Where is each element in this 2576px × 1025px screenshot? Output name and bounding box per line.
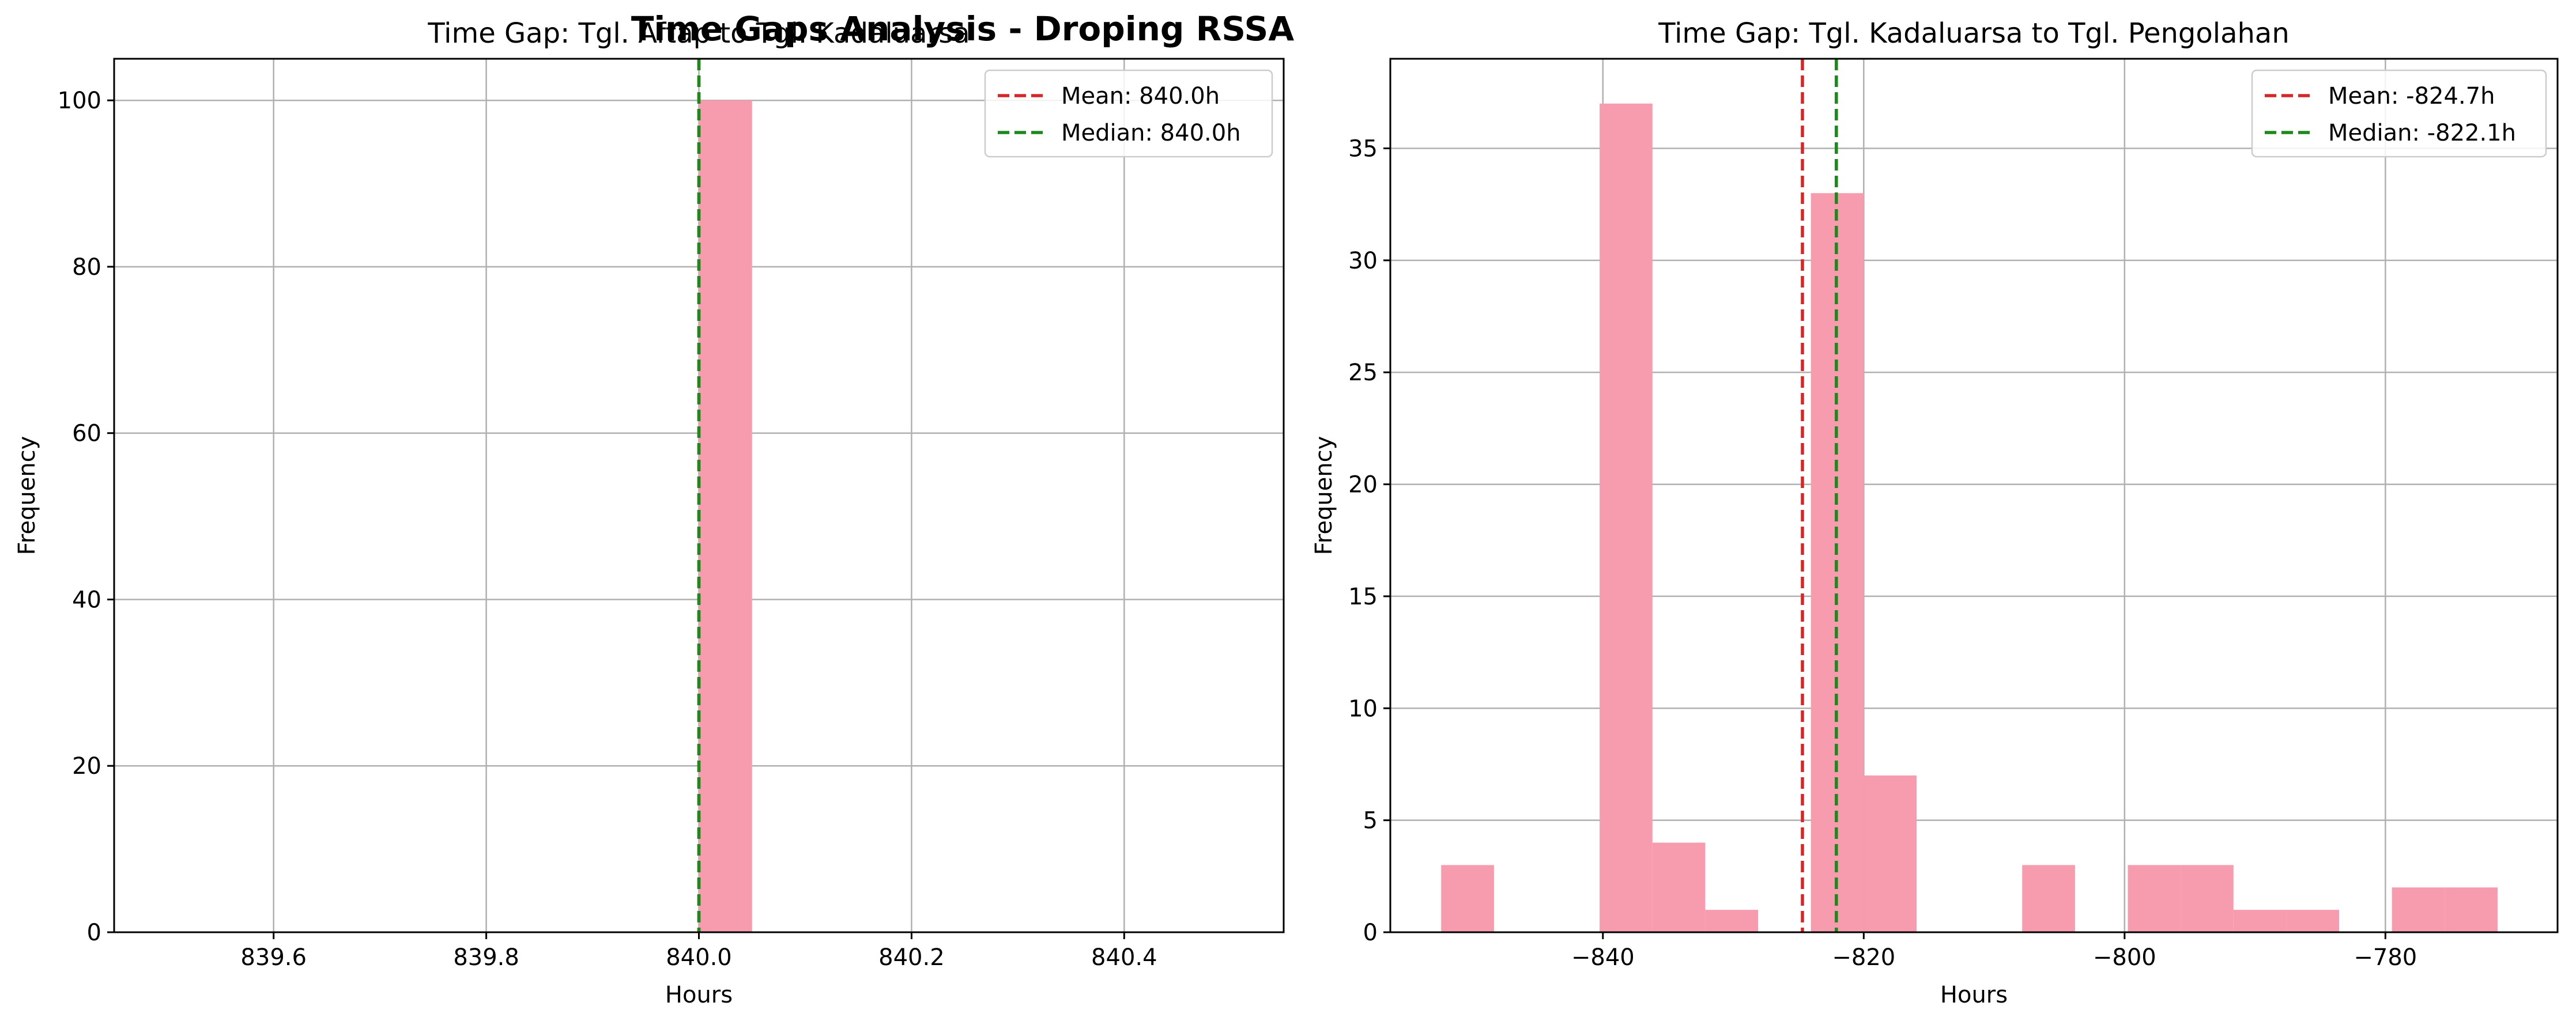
x-tick-label: −820 <box>1832 944 1895 971</box>
histogram-bar <box>2181 865 2234 932</box>
x-tick-label: 839.8 <box>453 944 519 971</box>
y-tick-label: 0 <box>87 920 101 946</box>
histogram-bar <box>2022 865 2075 932</box>
histogram-bar <box>2392 887 2445 932</box>
x-tick-label: 840.0 <box>666 944 732 971</box>
figure-suptitle: Time Gaps Analysis - Droping RSSA <box>631 9 1294 48</box>
y-axis-label: Frequency <box>1311 436 1337 555</box>
x-tick-label: 840.4 <box>1091 944 1157 971</box>
x-tick-label: 840.2 <box>878 944 945 971</box>
y-tick-label: 10 <box>1348 695 1378 722</box>
histogram-bar <box>1441 865 1494 932</box>
x-tick-label: −800 <box>2093 944 2156 971</box>
y-tick-label: 30 <box>1348 248 1378 274</box>
histogram-bar <box>2286 910 2340 932</box>
histogram-panel-kadaluarsa-to-pengolahan: −840 −820 −800 −780 0 5 10 15 20 25 30 35 Hours Frequ… <box>1311 17 2559 1008</box>
y-tick-label: 20 <box>1348 472 1378 498</box>
y-tick-label: 5 <box>1363 808 1378 834</box>
legend-label-median: Median: -822.1h <box>2328 120 2516 146</box>
histogram-panel-aftap-to-kadaluarsa: 839.6 839.8 840.0 840.2 840.4 0 20 40 60 80 100 Hou… <box>14 17 1285 1008</box>
x-tick-label: −780 <box>2354 944 2417 971</box>
histogram-bar <box>1864 775 1917 932</box>
x-tick-label: 839.6 <box>240 944 307 971</box>
histogram-bar <box>2128 865 2181 932</box>
y-tick-label: 25 <box>1348 360 1378 386</box>
y-tick-label: 40 <box>72 587 101 613</box>
histogram-bar <box>1652 842 1706 932</box>
legend-box <box>2251 69 2547 158</box>
legend-label-mean: Mean: -824.7h <box>2328 83 2495 109</box>
y-tick-label: 20 <box>72 753 101 780</box>
histogram-bar <box>1705 910 1759 932</box>
legend: Mean: -824.7h Median: -822.1h <box>2251 69 2547 158</box>
y-tick-label: 100 <box>58 88 101 114</box>
legend-label-mean: Mean: 840.0h <box>1061 83 1220 109</box>
x-axis-label: Hours <box>1940 982 2008 1008</box>
y-tick-label: 60 <box>72 421 101 447</box>
histogram-bar <box>2233 910 2287 932</box>
x-axis-label: Hours <box>665 982 733 1008</box>
legend: Mean: 840.0h Median: 840.0h <box>984 69 1273 158</box>
x-tick-label: −840 <box>1571 944 1635 971</box>
panel-title: Time Gap: Tgl. Kadaluarsa to Tgl. Pengol… <box>1658 17 2290 50</box>
y-axis-label: Frequency <box>14 436 40 555</box>
legend-label-median: Median: 840.0h <box>1061 120 1241 146</box>
y-tick-label: 80 <box>72 254 101 281</box>
legend-box <box>984 69 1273 158</box>
panel-title: Time Gap: Tgl. Aftap to Tgl. Kadaluarsa <box>427 17 970 50</box>
histogram-bar <box>2445 887 2498 932</box>
y-tick-label: 15 <box>1348 584 1378 610</box>
histogram-bar <box>699 100 752 933</box>
y-tick-label: 0 <box>1363 920 1378 946</box>
plot-frame <box>1389 58 2559 933</box>
histogram-bar <box>1600 103 1653 932</box>
y-tick-label: 35 <box>1348 135 1378 162</box>
